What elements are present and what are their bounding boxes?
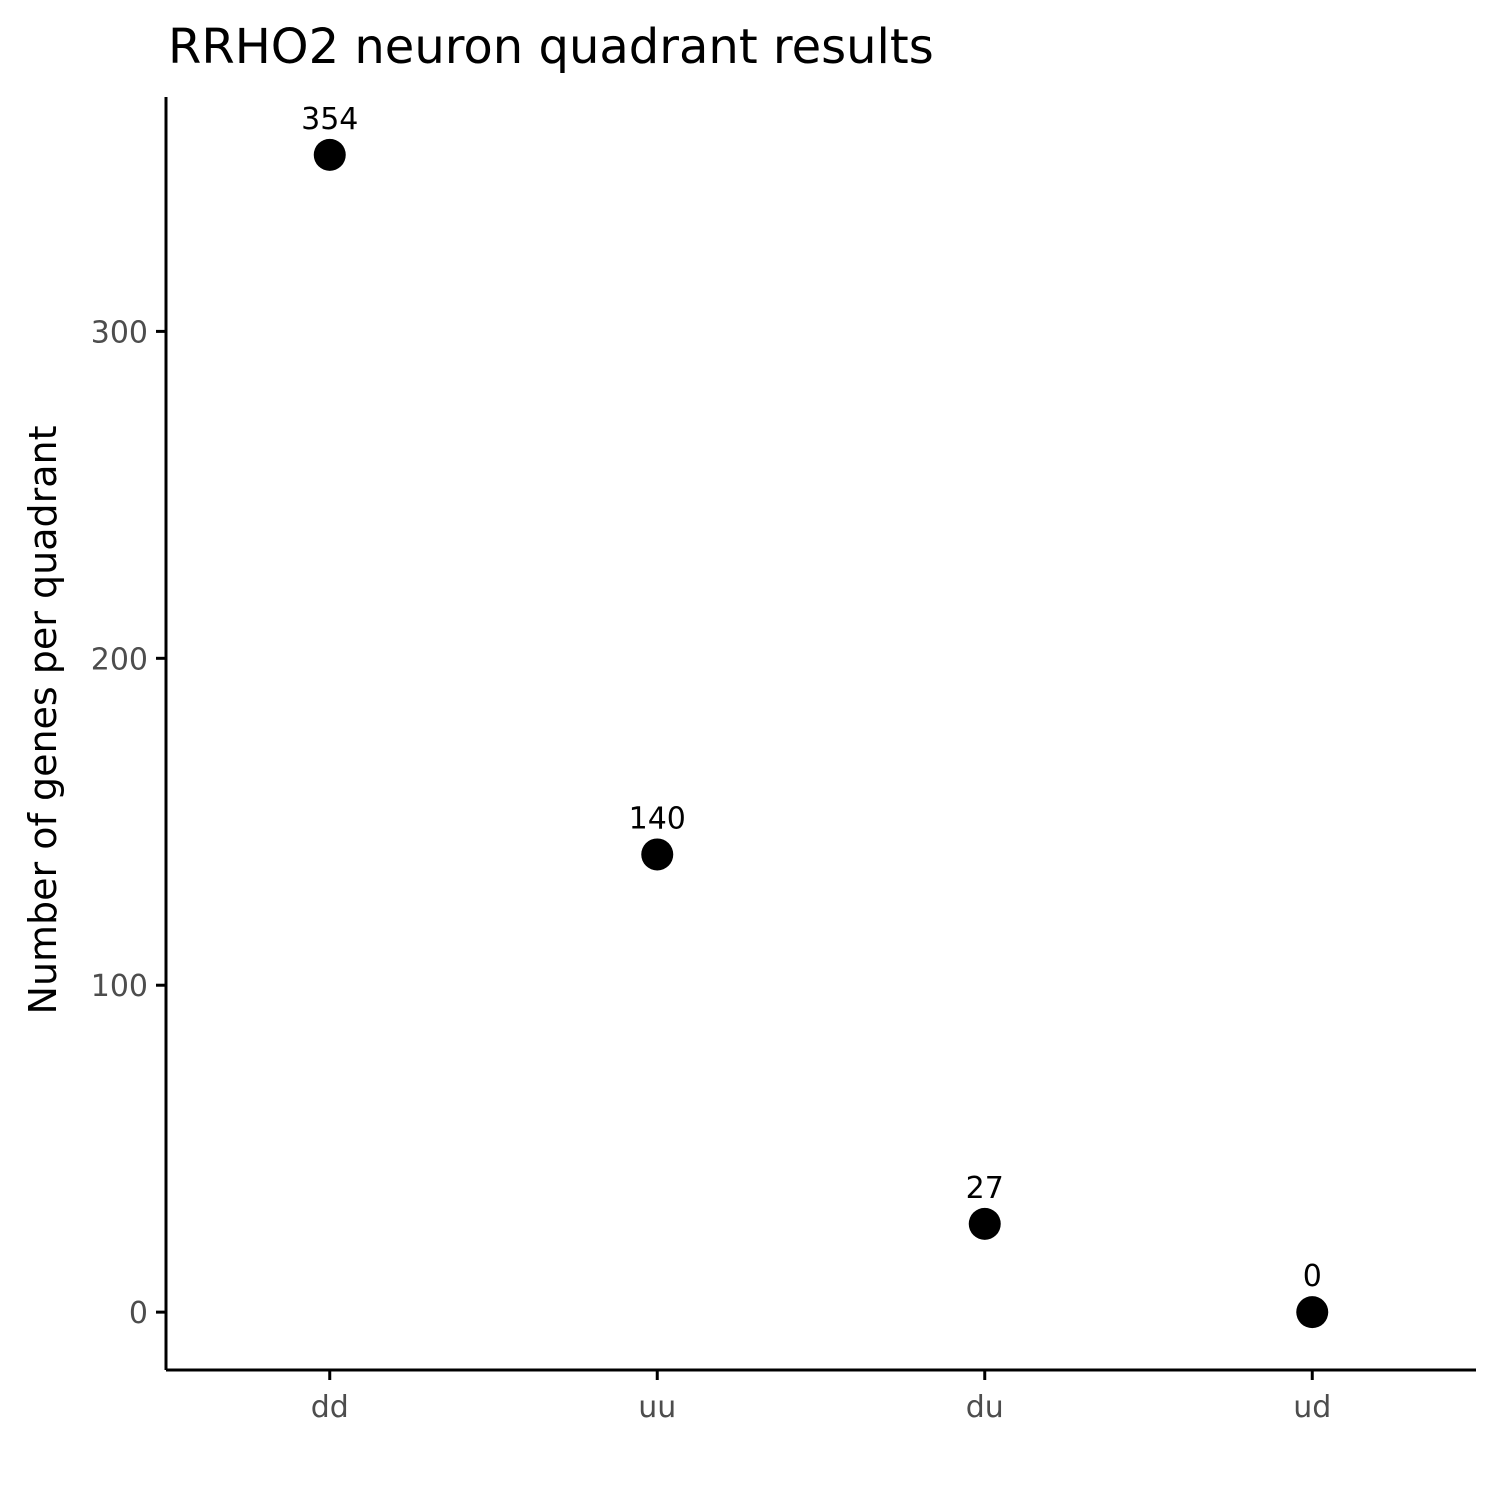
x-axis-ticks: dd uu du ud <box>311 1370 1331 1425</box>
y-tick-label: 200 <box>91 642 148 677</box>
y-tick-label: 300 <box>91 315 148 350</box>
data-labels: 354 140 27 0 <box>301 102 1322 1294</box>
data-label-du: 27 <box>966 1171 1004 1206</box>
y-axis-title: Number of genes per quadrant <box>21 426 65 1015</box>
data-points <box>313 138 1329 1329</box>
x-tick-label: ud <box>1293 1390 1331 1425</box>
data-point-dd <box>313 138 346 171</box>
data-label-uu: 140 <box>629 801 686 836</box>
data-label-dd: 354 <box>301 102 358 137</box>
x-tick-label: du <box>966 1390 1004 1425</box>
chart-title: RRHO2 neuron quadrant results <box>168 19 934 75</box>
data-point-ud <box>1296 1296 1329 1329</box>
y-axis-ticks: 0 100 200 300 <box>91 315 166 1331</box>
y-tick-label: 100 <box>91 969 148 1004</box>
y-tick-label: 0 <box>129 1296 148 1331</box>
x-tick-label: dd <box>311 1390 349 1425</box>
data-point-du <box>968 1207 1001 1240</box>
data-label-ud: 0 <box>1303 1259 1322 1294</box>
x-tick-label: uu <box>638 1390 676 1425</box>
data-point-uu <box>641 838 674 871</box>
